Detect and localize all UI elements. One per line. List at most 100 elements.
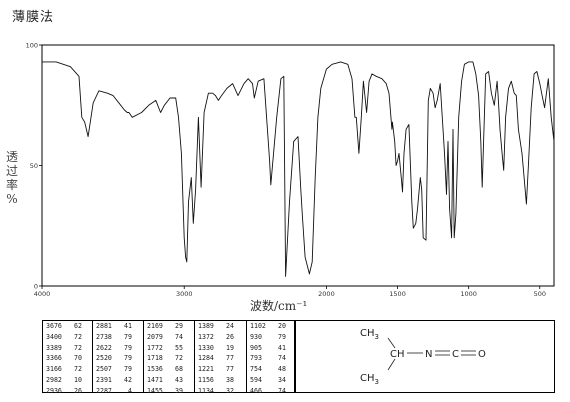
peak-transmittance: 79 <box>278 332 286 341</box>
peak-wavenumber: 3389 <box>46 343 62 352</box>
peak-transmittance: 26 <box>74 386 82 395</box>
peak-wavenumber: 3676 <box>46 322 62 330</box>
peak-table-row: 793 74 <box>247 353 294 364</box>
peak-table-row: 2287 4 <box>93 386 143 397</box>
peak-table-column: 2881 41 2738 79 2622 79 2520 79 2507 79 2391 42 2287… <box>93 321 144 395</box>
peak-wavenumber: 2079 <box>147 332 163 341</box>
peak-wavenumber: 1102 <box>250 322 266 330</box>
peak-transmittance: 68 <box>175 365 183 374</box>
peak-wavenumber: 2881 <box>96 322 112 330</box>
peak-table-row: 3676 62 <box>43 321 92 332</box>
peak-transmittance: 41 <box>124 322 132 330</box>
peak-wavenumber: 1471 <box>147 375 163 384</box>
x-tick-label: 1000 <box>460 290 477 298</box>
peak-transmittance: 24 <box>226 322 234 330</box>
peak-table-column: 1389 24 1372 26 1330 19 1284 77 1221 77 1156 38 1134… <box>195 321 247 395</box>
peak-transmittance: 72 <box>74 343 82 352</box>
spectrum-line <box>42 61 555 277</box>
peak-transmittance: 38 <box>226 375 234 384</box>
peak-table-row: 2738 79 <box>93 332 143 343</box>
peak-wavenumber: 2287 <box>96 386 112 395</box>
carbon-label: C <box>452 349 459 360</box>
peak-table-row: 2936 26 <box>43 386 92 397</box>
peak-transmittance: 10 <box>74 375 82 384</box>
peak-transmittance: 48 <box>278 365 286 374</box>
y-axis-label-char: 率 <box>5 178 18 192</box>
peak-table-row: 1536 68 <box>144 364 194 375</box>
peak-wavenumber: 1718 <box>147 354 163 363</box>
peak-wavenumber: 2982 <box>46 375 62 384</box>
peak-transmittance: 74 <box>278 354 286 363</box>
peak-table-column: 1102 20 930 79 905 41 793 74 754 48 594 34 466 74 <box>247 321 295 395</box>
peak-wavenumber: 2520 <box>96 354 112 363</box>
x-tick-label: 500 <box>534 290 546 298</box>
top-methyl-label: CH3 <box>360 328 379 341</box>
peak-table-row: 1389 24 <box>195 321 246 332</box>
peak-transmittance: 32 <box>226 386 234 395</box>
peak-transmittance: 77 <box>226 354 234 363</box>
peak-wavenumber: 1284 <box>198 354 214 363</box>
y-tick-label: 100 <box>26 42 38 50</box>
peak-wavenumber: 2622 <box>96 343 112 352</box>
peak-wavenumber: 905 <box>250 343 262 352</box>
peak-wavenumber: 1772 <box>147 343 163 352</box>
peak-transmittance: 42 <box>124 375 132 384</box>
peak-wavenumber: 1330 <box>198 343 214 352</box>
peak-table-row: 1156 38 <box>195 375 246 386</box>
peak-transmittance: 41 <box>278 343 286 352</box>
peak-table-row: 2391 42 <box>93 375 143 386</box>
method-label: 薄膜法 <box>12 10 55 25</box>
peak-wavenumber: 754 <box>250 365 262 374</box>
peak-wavenumber: 1389 <box>198 322 214 330</box>
bond-bottom <box>387 358 396 371</box>
molecular-structure: CH3 CH N C O CH3 <box>360 328 486 386</box>
y-axis-label-char: 透 <box>5 150 18 164</box>
peak-transmittance: 26 <box>226 332 234 341</box>
peak-wavenumber: 594 <box>250 375 262 384</box>
peak-wavenumber: 930 <box>250 332 262 341</box>
peak-transmittance: 77 <box>226 365 234 374</box>
y-axis-label-char: % <box>6 192 18 206</box>
peak-transmittance: 43 <box>175 375 183 384</box>
peak-table-row: 2169 29 <box>144 321 194 332</box>
peak-wavenumber: 1536 <box>147 365 163 374</box>
peak-transmittance: 62 <box>74 322 82 330</box>
oxygen-label: O <box>478 349 486 360</box>
peak-transmittance: 79 <box>124 365 132 374</box>
x-tick-label: 2000 <box>318 290 335 298</box>
x-tick-label: 3000 <box>176 290 193 298</box>
y-axis-label-char: 过 <box>5 164 18 178</box>
y-axis-label: 透过率% <box>4 150 20 206</box>
peak-transmittance: 72 <box>74 332 82 341</box>
peak-table-row: 1221 77 <box>195 364 246 375</box>
peak-table-row: 1134 32 <box>195 386 246 397</box>
peak-wavenumber: 1372 <box>198 332 214 341</box>
ch-group-label: CH <box>390 349 405 360</box>
y-tick-label: 0 <box>34 283 38 291</box>
peak-table-column: 3676 62 3400 72 3389 72 3366 70 3166 72 2982 10 2936… <box>43 321 93 395</box>
peak-wavenumber: 3166 <box>46 365 62 374</box>
peak-transmittance: 4 <box>128 386 132 395</box>
peak-transmittance: 79 <box>124 354 132 363</box>
peak-table-row: 2507 79 <box>93 364 143 375</box>
x-tick-label: 4000 <box>34 290 51 298</box>
peak-transmittance: 79 <box>124 343 132 352</box>
peak-table-row: 3366 70 <box>43 353 92 364</box>
peak-wavenumber: 1221 <box>198 365 214 374</box>
peak-transmittance: 79 <box>124 332 132 341</box>
x-axis-label: 波数/cm⁻¹ <box>250 299 308 313</box>
plot-frame <box>41 44 555 287</box>
peak-table-row: 1471 43 <box>144 375 194 386</box>
peak-table-row: 2622 79 <box>93 343 143 354</box>
peak-table-row: 1330 19 <box>195 343 246 354</box>
x-tick-label: 1500 <box>389 290 406 298</box>
peak-table-row: 1372 26 <box>195 332 246 343</box>
peak-wavenumber: 2507 <box>96 365 112 374</box>
peak-table-row: 3400 72 <box>43 332 92 343</box>
peak-wavenumber: 2169 <box>147 322 163 330</box>
bond-top <box>387 337 396 349</box>
peak-table-row: 2079 74 <box>144 332 194 343</box>
ir-spectrum-chart: 0 50 100 4000 3000 2000 1500 1000 500 <box>26 42 555 298</box>
peak-table-row: 2881 41 <box>93 321 143 332</box>
peak-wavenumber: 3366 <box>46 354 62 363</box>
